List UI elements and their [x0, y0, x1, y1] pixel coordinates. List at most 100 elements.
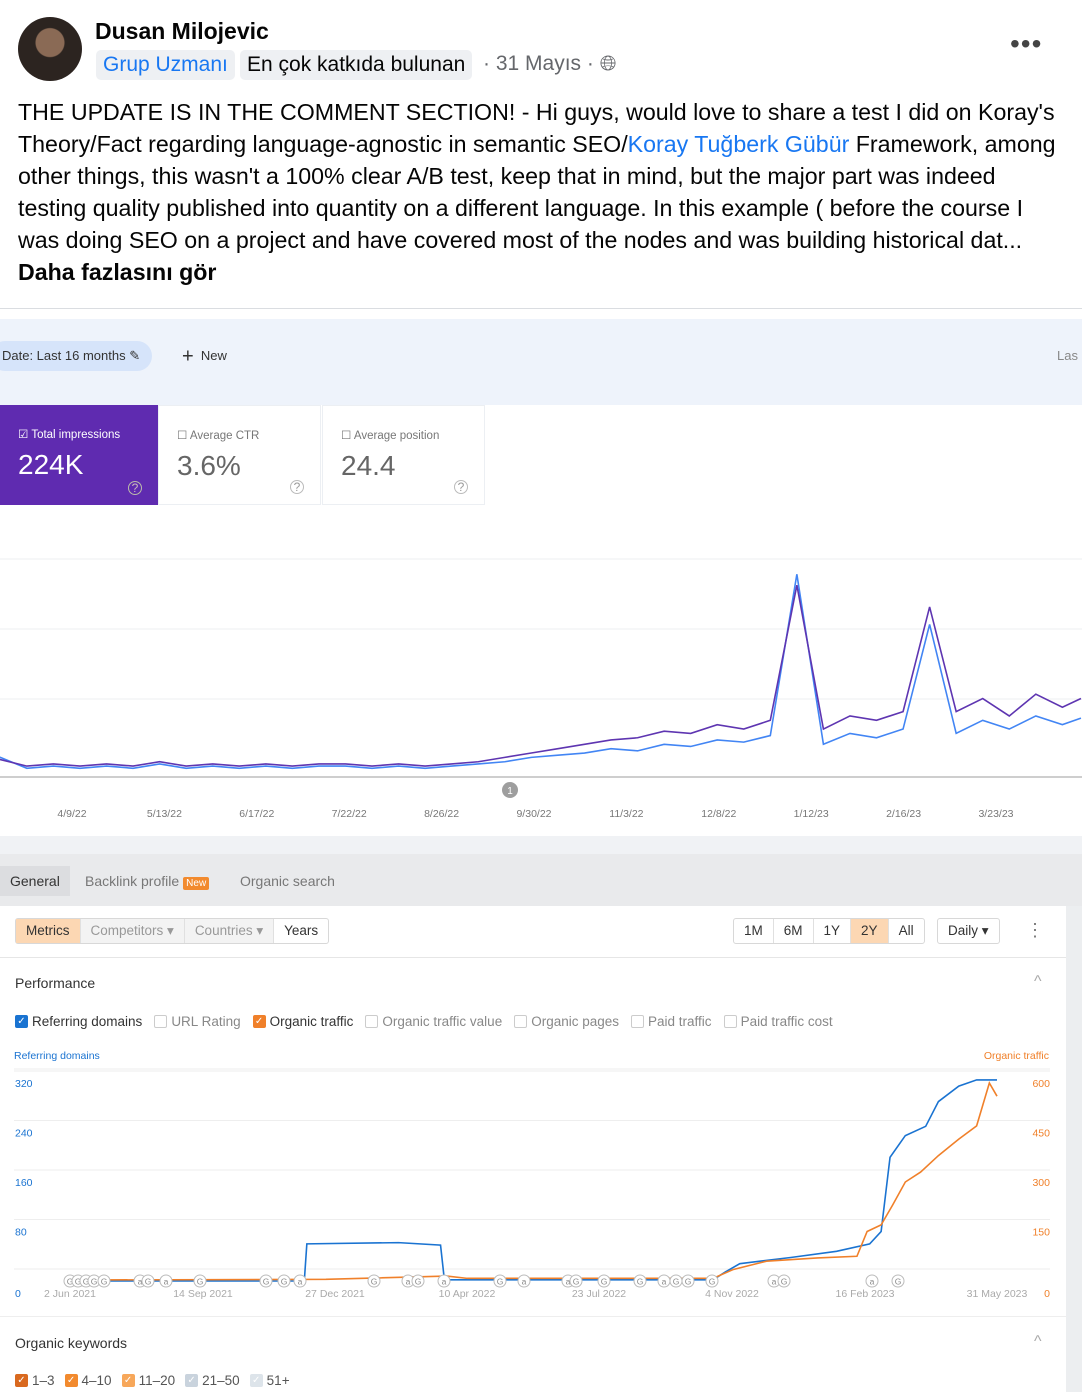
years-button[interactable]: Years — [284, 923, 319, 938]
kebab-menu-icon[interactable]: ⋮ — [1026, 920, 1044, 940]
countries-dropdown[interactable]: Countries ▾ — [184, 919, 275, 943]
mention-link[interactable]: Koray Tuğberk Gübür — [627, 131, 850, 157]
annotation-marker[interactable]: G — [777, 1274, 791, 1288]
metrics-button[interactable]: Metrics — [16, 919, 81, 943]
x-tick-label: 2 Jun 2021 — [44, 1288, 96, 1300]
annotation-marker[interactable]: G — [367, 1274, 381, 1288]
range-all[interactable]: All — [898, 923, 914, 938]
new-filter-button[interactable]: + New — [182, 341, 227, 372]
annotation-marker[interactable]: G — [669, 1274, 683, 1288]
svg-text:G: G — [91, 1277, 98, 1287]
filter-label: 21–50 — [202, 1373, 240, 1388]
svg-text:G: G — [415, 1277, 422, 1287]
new-badge: New — [183, 877, 210, 890]
annotation-marker[interactable]: G — [259, 1274, 273, 1288]
tab-general[interactable]: General — [0, 866, 70, 896]
help-icon[interactable]: ? — [128, 481, 142, 495]
annotation-marker[interactable]: G — [141, 1274, 155, 1288]
annotation-marker[interactable]: G — [681, 1274, 695, 1288]
range-2y[interactable]: 2Y — [851, 919, 889, 943]
metric-checkbox[interactable]: Organic pages — [514, 1014, 619, 1029]
keyword-filter-checkbox[interactable]: ✓ 11–20 — [121, 1373, 175, 1388]
left-axis-title: Referring domains — [14, 1050, 100, 1062]
annotation-marker[interactable]: G — [97, 1274, 111, 1288]
range-6m[interactable]: 6M — [774, 919, 814, 943]
annotation-marker[interactable]: a — [517, 1274, 531, 1288]
keyword-filter-checkbox[interactable]: ✓ 4–10 — [64, 1373, 112, 1388]
checkbox-checked-icon: ✓ — [185, 1374, 199, 1387]
series-line-1 — [0, 585, 1082, 767]
card-average-ctr[interactable]: ☐ Average CTR 3.6%? — [158, 405, 321, 505]
metric-checkbox[interactable]: Paid traffic — [631, 1014, 712, 1029]
x-tick-label: 16 Feb 2023 — [836, 1288, 895, 1300]
svg-text:G: G — [601, 1277, 608, 1287]
post-image[interactable]: Date: Last 16 months ✎ + New Las ☑ Total… — [0, 308, 1082, 1392]
tab-backlink-profile[interactable]: Backlink profile New — [75, 866, 219, 896]
badge-top-contributor[interactable]: En çok katkıda bulunan — [240, 50, 473, 80]
annotation-marker[interactable]: a — [159, 1274, 173, 1288]
x-tick-label: 6/17/22 — [239, 808, 274, 820]
svg-text:G: G — [573, 1277, 580, 1287]
annotation-marker[interactable]: 1 — [502, 782, 518, 798]
annotation-marker[interactable]: G — [493, 1274, 507, 1288]
card-average-position[interactable]: ☐ Average position 24.4? — [322, 405, 485, 505]
annotation-marker[interactable]: G — [411, 1274, 425, 1288]
plus-icon: + — [182, 345, 194, 368]
annotation-marker[interactable]: a — [293, 1274, 307, 1288]
range-1m[interactable]: 1M — [734, 919, 774, 943]
avatar[interactable] — [18, 17, 82, 81]
checkbox-icon — [365, 1015, 379, 1028]
keyword-filter-checkbox[interactable]: ✓ 51+ — [249, 1373, 290, 1388]
range-1y[interactable]: 1Y — [814, 919, 852, 943]
annotation-marker[interactable]: G — [705, 1274, 719, 1288]
checkbox-icon — [514, 1015, 528, 1028]
post-date[interactable]: · 31 Mayıs · — [483, 52, 594, 75]
annotation-marker[interactable]: G — [597, 1274, 611, 1288]
metric-checkbox[interactable]: ✓ Organic traffic — [252, 1014, 353, 1029]
see-more-link[interactable]: Daha fazlasını gör — [18, 259, 217, 285]
annotation-marker[interactable]: G — [193, 1274, 207, 1288]
metric-label: Organic traffic value — [382, 1014, 503, 1029]
metric-checkbox[interactable]: ✓ Referring domains — [15, 1014, 142, 1029]
annotation-marker[interactable]: G — [633, 1274, 647, 1288]
metric-checkbox[interactable]: URL Rating — [154, 1014, 241, 1029]
date-filter-chip[interactable]: Date: Last 16 months ✎ — [0, 341, 153, 371]
x-tick-label: 10 Apr 2022 — [439, 1288, 496, 1300]
annotation-marker[interactable]: a — [657, 1274, 671, 1288]
scrollbar[interactable] — [1066, 906, 1082, 1392]
metric-checkbox[interactable]: Organic traffic value — [365, 1014, 502, 1029]
metric-checkbox[interactable]: Paid traffic cost — [723, 1014, 833, 1029]
svg-text:G: G — [101, 1277, 108, 1287]
collapse-icon[interactable]: ^ — [1034, 1333, 1042, 1350]
keyword-filter-checkbox[interactable]: ✓ 1–3 — [15, 1373, 55, 1388]
interval-dropdown[interactable]: Daily ▾ — [937, 918, 1000, 944]
help-icon[interactable]: ? — [454, 480, 468, 494]
author-name[interactable]: Dusan Milojevic — [95, 18, 269, 44]
metric-checkboxes: ✓ Referring domains URL Rating ✓ Organic tra… — [15, 1014, 833, 1029]
annotation-marker[interactable]: G — [277, 1274, 291, 1288]
x-tick-label: 5/13/22 — [147, 808, 182, 820]
competitors-dropdown[interactable]: Competitors ▾ — [80, 919, 185, 943]
svg-text:G: G — [673, 1277, 680, 1287]
svg-text:G: G — [145, 1277, 152, 1287]
y-tick-right: 150 — [1032, 1227, 1050, 1239]
annotation-marker[interactable]: G — [569, 1274, 583, 1288]
card-total-impressions[interactable]: ☑ Total impressions 224K? — [0, 405, 158, 505]
help-icon[interactable]: ? — [290, 480, 304, 494]
checkbox-checked-icon: ✓ — [64, 1374, 78, 1387]
x-tick-label: 3/23/23 — [978, 808, 1013, 820]
svg-text:G: G — [75, 1277, 82, 1287]
badge-group-expert[interactable]: Grup Uzmanı — [96, 50, 235, 80]
performance-heading: Performance — [15, 975, 96, 991]
svg-text:a: a — [870, 1277, 875, 1287]
tab-organic-search[interactable]: Organic search — [240, 873, 335, 889]
annotation-marker[interactable]: a — [437, 1274, 451, 1288]
annotation-marker[interactable]: G — [891, 1274, 905, 1288]
right-axis-title: Organic traffic — [984, 1050, 1049, 1062]
collapse-icon[interactable]: ^ — [1034, 973, 1042, 990]
more-icon[interactable]: ••• — [1010, 28, 1043, 59]
keyword-filter-checkbox[interactable]: ✓ 21–50 — [185, 1373, 240, 1388]
annotation-marker[interactable]: a — [865, 1274, 879, 1288]
x-tick-label: 4 Nov 2022 — [705, 1288, 759, 1300]
x-tick-label: 23 Jul 2022 — [572, 1288, 626, 1300]
